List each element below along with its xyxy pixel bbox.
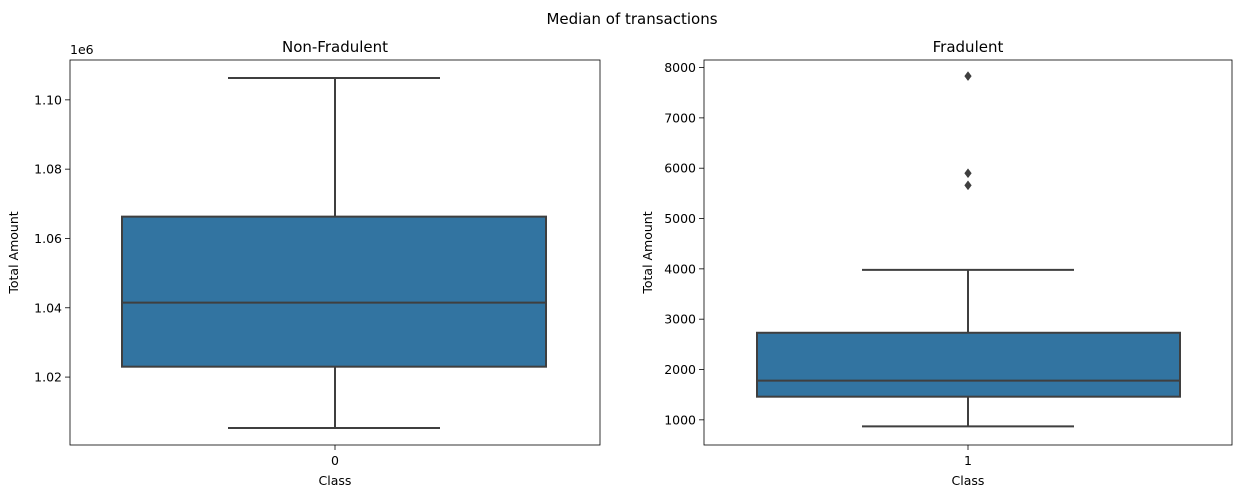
box-iqr <box>121 215 547 368</box>
y-tick-label: 1.06 <box>34 231 62 246</box>
y-tick-label: 5000 <box>664 211 696 226</box>
y-axis-label: Total Amount <box>6 211 21 294</box>
x-tick-label: 0 <box>331 453 339 468</box>
y-tick-label: 4000 <box>664 261 696 276</box>
subplot-2: 1000 2000 3000 4000 5000 6000 7000 8000 1 Class To… <box>640 38 1233 488</box>
outlier-point <box>964 180 972 191</box>
y-tick-label: 6000 <box>664 161 696 176</box>
x-axis-label: Class <box>319 473 352 488</box>
x-axis-label: Class <box>952 473 985 488</box>
subplot-1: 1.02 1.04 1.06 1.08 1.10 0 Class Total Amount No… <box>6 38 601 488</box>
y-tick-label: 3000 <box>664 312 696 327</box>
x-tick-label: 1 <box>964 453 972 468</box>
y-tick-label: 7000 <box>664 110 696 125</box>
y-offset-text: 1e6 <box>70 42 94 57</box>
y-tick-label: 1.02 <box>34 370 62 385</box>
y-tick-label: 2000 <box>664 362 696 377</box>
box-iqr <box>756 331 1181 398</box>
outlier-point <box>964 168 972 179</box>
subplot-title: Fradulent <box>933 38 1004 56</box>
y-tick-label: 1.10 <box>34 92 62 107</box>
y-tick-label: 1000 <box>664 412 696 427</box>
y-tick-label: 8000 <box>664 60 696 75</box>
subplot-title: Non-Fradulent <box>282 38 388 56</box>
figure-suptitle: Median of transactions <box>546 10 717 28</box>
outlier-point <box>964 71 972 82</box>
y-tick-label: 1.08 <box>34 162 62 177</box>
y-axis-label: Total Amount <box>640 211 655 294</box>
y-tick-label: 1.04 <box>34 300 62 315</box>
